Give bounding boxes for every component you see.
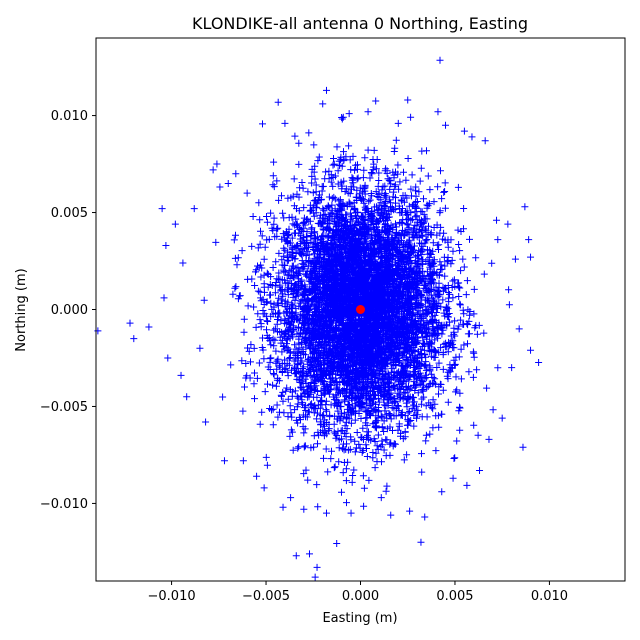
y-tick-label: −0.010 xyxy=(40,497,88,512)
data-point-marker xyxy=(417,538,425,546)
data-point-marker xyxy=(468,133,476,141)
y-axis-ticks: 0.010 0.005 0.000 −0.005 −0.010 xyxy=(40,109,96,512)
data-point-marker xyxy=(162,242,170,250)
y-tick-label: 0.000 xyxy=(51,303,88,318)
data-point-marker xyxy=(527,253,535,261)
data-point-marker xyxy=(527,346,535,354)
data-point-marker xyxy=(319,100,327,108)
data-point-marker xyxy=(305,550,313,558)
data-point-marker xyxy=(377,494,385,502)
x-axis-ticks: −0.010 −0.005 0.000 0.005 0.010 xyxy=(148,581,568,604)
x-tick-label: 0.010 xyxy=(531,589,568,604)
data-point-marker xyxy=(179,259,187,267)
data-point-marker xyxy=(338,114,346,122)
x-tick-label: 0.005 xyxy=(436,589,473,604)
data-point-marker xyxy=(281,119,289,127)
data-point-marker xyxy=(322,509,330,517)
data-point-marker xyxy=(177,371,185,379)
data-point-marker xyxy=(493,216,501,224)
data-point-marker xyxy=(515,325,523,333)
data-point-marker xyxy=(160,294,168,302)
center-marker-layer xyxy=(356,305,365,314)
data-point-marker xyxy=(213,160,221,168)
data-point-marker xyxy=(394,119,402,127)
data-point-marker xyxy=(485,435,493,443)
data-cloud xyxy=(200,56,543,547)
y-axis-label: Northing (m) xyxy=(14,268,29,351)
data-point-marker xyxy=(421,513,429,521)
data-point-marker xyxy=(94,327,102,335)
data-point-marker xyxy=(313,563,321,571)
data-point-marker xyxy=(460,127,468,135)
chart-title: KLONDIKE-all antenna 0 Northing, Easting xyxy=(192,14,528,33)
data-point-marker xyxy=(287,494,295,502)
data-point-marker xyxy=(364,108,372,116)
data-point-marker xyxy=(145,323,153,331)
data-point-marker xyxy=(442,121,450,129)
data-points xyxy=(94,86,535,581)
data-point-marker xyxy=(521,203,529,211)
data-point-marker xyxy=(253,472,261,480)
y-tick-label: 0.005 xyxy=(51,206,88,221)
data-point-marker xyxy=(404,96,412,104)
data-point-marker xyxy=(279,503,287,511)
center-point-marker xyxy=(356,305,365,314)
data-point-marker xyxy=(322,86,330,94)
data-point-marker xyxy=(171,220,179,228)
data-point-marker xyxy=(232,170,240,178)
data-point-marker xyxy=(158,205,166,213)
data-point-marker xyxy=(311,573,319,581)
data-point-marker xyxy=(387,511,395,519)
data-point-marker xyxy=(220,457,228,465)
data-point-marker xyxy=(508,364,516,372)
data-point-marker xyxy=(224,179,232,187)
data-point-marker xyxy=(438,488,446,496)
data-point-marker xyxy=(270,158,278,166)
data-point-marker xyxy=(449,474,457,482)
x-tick-label: 0.000 xyxy=(342,589,379,604)
data-point-marker xyxy=(347,509,355,517)
data-point-marker xyxy=(164,354,172,362)
data-point-marker xyxy=(183,393,191,401)
data-point-marker xyxy=(260,484,268,492)
plot-area xyxy=(94,56,543,581)
data-point-marker xyxy=(202,418,210,426)
x-axis-label: Easting (m) xyxy=(322,611,397,626)
data-point-marker xyxy=(525,236,533,244)
data-point-marker xyxy=(209,166,217,174)
data-point-marker xyxy=(476,466,484,474)
data-point-marker xyxy=(434,108,442,116)
data-point-marker xyxy=(126,319,134,327)
y-tick-label: 0.010 xyxy=(51,109,88,124)
x-tick-label: −0.010 xyxy=(148,589,196,604)
data-point-marker xyxy=(292,552,300,560)
data-point-marker xyxy=(300,505,308,513)
data-point-marker xyxy=(481,137,489,145)
cloud-markers xyxy=(200,56,543,547)
data-point-marker xyxy=(504,220,512,228)
data-point-marker xyxy=(498,414,506,422)
data-point-marker xyxy=(196,344,204,352)
data-point-marker xyxy=(519,443,527,451)
y-tick-label: −0.005 xyxy=(40,400,88,415)
data-point-marker xyxy=(190,205,198,213)
data-point-marker xyxy=(406,507,414,515)
data-point-marker xyxy=(511,255,519,263)
data-point-marker xyxy=(130,335,138,343)
x-tick-label: −0.005 xyxy=(242,589,290,604)
data-point-marker xyxy=(239,457,247,465)
data-point-marker xyxy=(243,189,251,197)
data-point-marker xyxy=(345,110,353,118)
